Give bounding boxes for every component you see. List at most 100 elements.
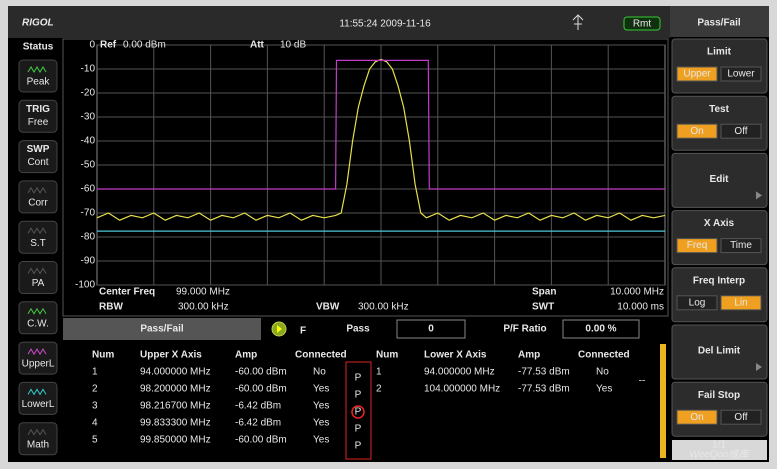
status-button[interactable]	[18, 381, 58, 415]
menu-label: Fail Stop	[698, 390, 740, 401]
table-cell: 98.216700 MHz	[140, 401, 211, 412]
table-header: Lower X Axis	[424, 350, 487, 361]
status-label: S.T	[30, 238, 46, 249]
menu-button[interactable]	[671, 324, 768, 380]
pass-mark: P	[355, 424, 362, 435]
fail-flag: F	[300, 326, 306, 337]
pass-mark: P	[355, 441, 362, 452]
table-cell: 5	[92, 435, 98, 446]
plot-frame	[62, 38, 669, 317]
menu-label: Edit	[710, 174, 730, 185]
status-button[interactable]	[18, 261, 58, 294]
table-cell: Yes	[313, 384, 329, 395]
table-cell: 4	[92, 418, 98, 429]
status-button[interactable]	[18, 140, 58, 174]
table-cell: -77.53 dBm	[518, 367, 570, 378]
status-icon	[27, 348, 47, 356]
table-cell: 1	[92, 367, 98, 378]
table-cell: -6.42 dBm	[235, 418, 281, 429]
chart-annotation: 99.000 MHz	[176, 287, 230, 298]
status-icon	[27, 227, 47, 235]
y-tick-label: -100	[75, 280, 95, 291]
menu-label: X Axis	[704, 218, 735, 229]
status-label: Math	[27, 439, 49, 450]
extra: --	[639, 376, 646, 387]
mark-box	[345, 361, 372, 460]
option-box[interactable]	[676, 123, 718, 139]
chart-annotation: VBW	[316, 302, 340, 313]
y-tick-label: 0	[89, 40, 95, 51]
status-button[interactable]	[18, 341, 58, 375]
option-box[interactable]	[720, 66, 762, 82]
status-icon	[27, 388, 47, 396]
scrollbar	[660, 344, 666, 458]
option-box[interactable]	[676, 409, 718, 425]
option-box[interactable]	[720, 409, 762, 425]
table-cell: 99.850000 MHz	[140, 435, 211, 446]
menu-button[interactable]	[671, 152, 768, 208]
option: Upper	[683, 69, 711, 80]
page: 1/1	[712, 440, 726, 451]
option-box[interactable]	[720, 295, 762, 311]
table-cell: 94.000000 MHz	[424, 367, 495, 378]
chart-annotation: 10 dB	[280, 40, 306, 51]
table-header: Num	[92, 350, 114, 361]
y-tick-label: -90	[81, 256, 96, 267]
status-top: SWP	[27, 144, 50, 155]
submenu-arrow	[756, 191, 762, 200]
status-button[interactable]	[18, 422, 58, 456]
chart-annotation: Att	[250, 40, 265, 51]
y-tick-label: -10	[81, 64, 96, 75]
chart-annotation: SWT	[532, 302, 554, 313]
chart-annotation: 300.00 kHz	[178, 302, 229, 313]
table-header: Amp	[518, 350, 540, 361]
table-cell: 104.000000 MHz	[424, 384, 500, 395]
status-icon	[27, 66, 47, 73]
table-cell: -77.53 dBm	[518, 384, 570, 395]
table-cell: No	[313, 367, 326, 378]
y-tick-label: -50	[81, 160, 96, 171]
y-tick-label: -80	[81, 232, 96, 243]
chart-annotation: 0.00 dBm	[123, 40, 166, 51]
chart-annotation: Span	[532, 287, 556, 298]
y-tick-label: -20	[81, 88, 96, 99]
y-tick-label: -40	[81, 136, 96, 147]
table-header: Amp	[235, 350, 257, 361]
top-bar	[8, 6, 670, 38]
run-arrow	[277, 325, 282, 333]
fail-circle	[351, 405, 365, 419]
menu-title-box	[670, 6, 769, 37]
submenu-arrow	[756, 363, 762, 371]
chart-annotation: 10.000 ms	[617, 302, 664, 313]
status-button[interactable]	[18, 59, 58, 93]
table-header: Connected	[295, 350, 347, 361]
menu-label: Test	[709, 104, 729, 115]
option-box[interactable]	[676, 238, 718, 254]
status-top: TRIG	[26, 104, 50, 115]
status-button[interactable]	[18, 99, 58, 133]
remote-badge	[623, 16, 661, 31]
logo: RIGOL	[22, 18, 54, 29]
table-cell: -60.00 dBm	[235, 367, 287, 378]
chart-annotation: Center Freq	[99, 287, 155, 298]
status-button[interactable]	[18, 301, 58, 335]
result-label: Pass	[346, 324, 370, 335]
option-box[interactable]	[676, 66, 718, 82]
table-cell: 3	[92, 401, 98, 412]
option-box[interactable]	[676, 295, 718, 311]
option-box[interactable]	[720, 123, 762, 139]
chart-annotation: Ref	[100, 40, 117, 51]
status-icon	[27, 267, 47, 275]
pf-title: Pass/Fail	[140, 324, 184, 335]
status-icon	[27, 307, 47, 315]
status-label: Peak	[27, 77, 51, 88]
table-cell: 99.833300 MHz	[140, 418, 211, 429]
option: On	[690, 412, 703, 423]
ratio: 0.00 %	[585, 324, 616, 335]
menu-label: Del Limit	[698, 346, 741, 357]
pass-mark: P	[355, 390, 362, 401]
status-button[interactable]	[18, 180, 58, 214]
status-button[interactable]	[18, 220, 58, 254]
option-box[interactable]	[720, 238, 762, 254]
